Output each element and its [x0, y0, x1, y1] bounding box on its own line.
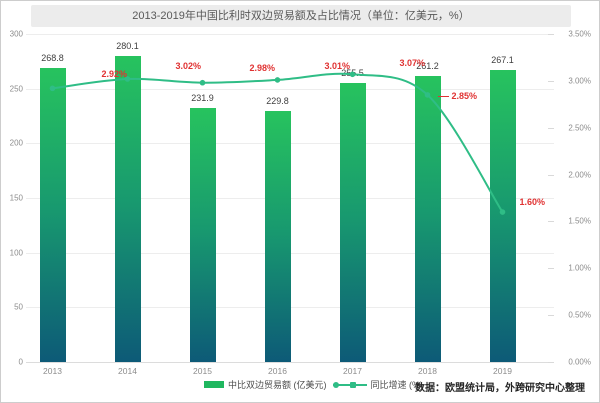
y-axis-right-tick-mark: [548, 221, 554, 223]
line-series-swatch-icon: [332, 380, 367, 389]
gridline: [26, 88, 554, 90]
trade-volume-bar: [189, 108, 216, 362]
line-marker: [199, 79, 206, 86]
y-axis-right-tick-label: 0.00%: [568, 357, 591, 367]
trade-volume-bar: [414, 76, 441, 362]
bar-value-label: 261.2: [416, 61, 439, 72]
line-marker: [274, 77, 281, 83]
gridline: [26, 34, 554, 35]
y-axis-left-tick-label: 100: [9, 248, 23, 258]
y-axis-left-tick-label: 200: [9, 138, 23, 148]
line-point-value-label: 3.07%: [399, 58, 426, 69]
y-axis-left-tick-label: 50: [14, 302, 23, 312]
y-axis-right-tick-label: 3.50%: [568, 29, 591, 39]
source-note: 数据：欧盟统计局，外跨研究中心整理: [415, 383, 585, 394]
y-axis-right-tick-mark: [548, 268, 554, 270]
trade-volume-bar: [489, 69, 516, 362]
y-axis-right-tick-label: 1.00%: [568, 263, 591, 273]
x-axis-year-label: 2015: [193, 366, 212, 376]
y-axis-right-tick-mark: [548, 174, 554, 176]
x-axis-year-label: 2017: [343, 366, 362, 376]
legend-bar-label: 中比双边贸易额 (亿美元): [228, 380, 327, 390]
y-axis-right-tick-label: 3.00%: [568, 76, 591, 86]
bar-value-label: 231.9: [191, 93, 214, 104]
y-axis-right-tick-mark: [548, 362, 554, 363]
y-axis-right-tick-label: 0.50%: [568, 310, 591, 320]
label-leader-line: [437, 95, 449, 97]
line-point-value-label: 3.01%: [324, 60, 351, 71]
gridline: [26, 362, 554, 363]
y-axis-left-tick-label: 300: [9, 29, 23, 39]
line-point-value-label: 1.60%: [519, 197, 546, 208]
y-axis-right-tick-label: 1.50%: [568, 216, 591, 226]
y-axis-left-tick-label: 150: [9, 193, 23, 203]
bar-value-label: 267.1: [491, 54, 514, 65]
y-axis-right-tick-mark: [548, 315, 554, 317]
line-point-value-label: 2.98%: [249, 62, 276, 73]
chart-title: 2013-2019年中国比利时双边贸易额及占比情况（单位：亿美元，%）: [31, 5, 571, 27]
y-axis-right-tick-mark: [548, 34, 554, 35]
x-axis-year-label: 2019: [493, 366, 512, 376]
legend-line-label: 同比增速 (%): [370, 380, 424, 390]
y-axis-right-tick-mark: [548, 127, 554, 129]
y-axis-right-tick-mark: [548, 80, 554, 82]
bar-value-label: 229.8: [266, 95, 289, 106]
bar-value-label: 268.8: [41, 53, 64, 64]
trade-volume-bar: [264, 110, 291, 362]
x-axis-year-label: 2018: [418, 366, 437, 376]
legend-item-growth-rate: 同比增速 (%): [332, 378, 424, 391]
line-point-value-label: 2.85%: [451, 90, 478, 101]
trade-volume-bar: [339, 82, 366, 362]
legend: 中比双边贸易额 (亿美元) 同比增速 (%): [204, 378, 423, 391]
x-axis-year-label: 2016: [268, 366, 287, 376]
trade-volume-bar: [114, 55, 141, 362]
trade-volume-bar: [39, 68, 66, 362]
x-axis-year-label: 2014: [118, 366, 137, 376]
y-axis-right-tick-label: 2.50%: [568, 123, 591, 133]
bar-value-label: 280.1: [116, 40, 139, 51]
y-axis-left-tick-label: 0: [18, 357, 23, 367]
y-axis-right-tick-label: 2.00%: [568, 170, 591, 180]
line-point-value-label: 2.92%: [101, 69, 128, 80]
bar-series-swatch-icon: [204, 381, 224, 388]
line-point-value-label: 3.02%: [175, 60, 202, 71]
x-axis-year-label: 2013: [43, 366, 62, 376]
y-axis-left-tick-label: 250: [9, 84, 23, 94]
legend-item-trade-volume: 中比双边贸易额 (亿美元): [204, 378, 327, 391]
